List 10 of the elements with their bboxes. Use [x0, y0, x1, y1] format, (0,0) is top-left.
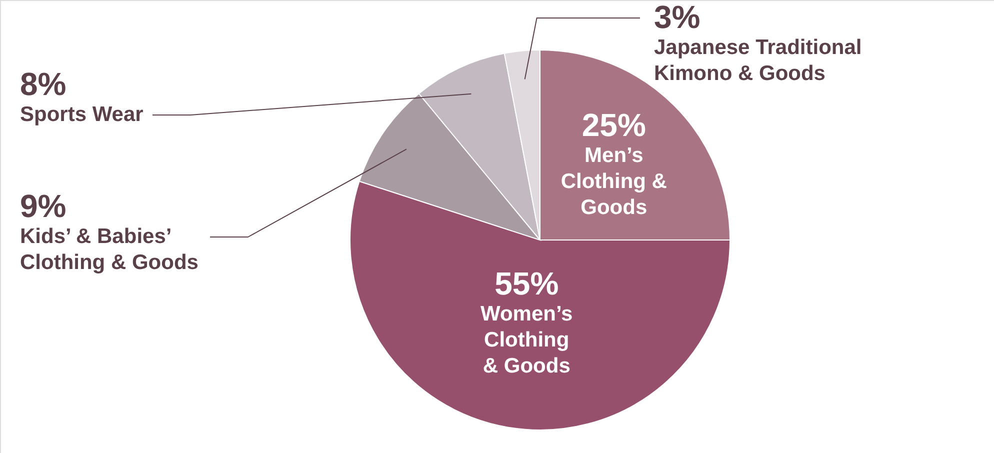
data-label: 9%	[20, 188, 66, 224]
data-label: 55%	[494, 265, 559, 302]
data-label: 25%	[582, 107, 646, 144]
slice-label: Women’s Clothing & Goods	[480, 302, 573, 378]
slice-label: Sports Wear	[20, 103, 144, 126]
data-label: 3%	[654, 0, 700, 35]
data-label: 8%	[20, 66, 66, 102]
slice-label: Japanese Traditional Kimono & Goods	[654, 36, 862, 85]
slice-label: Kids’ & Babies’ Clothing & Goods	[20, 225, 198, 274]
slice-label: Men’s Clothing & Goods	[560, 144, 667, 220]
